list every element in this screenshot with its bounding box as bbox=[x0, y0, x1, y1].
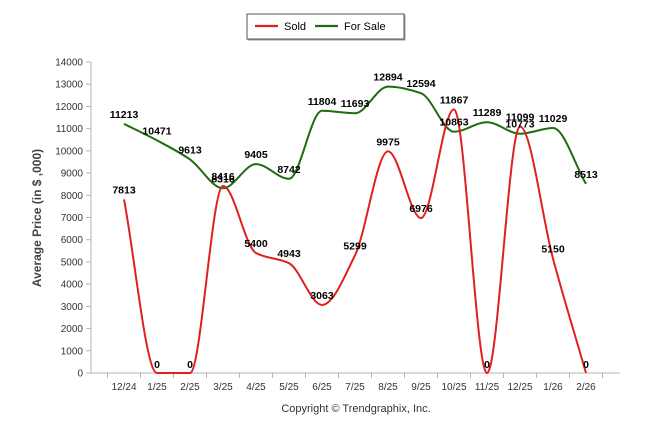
x-tick-label: 2/26 bbox=[576, 382, 596, 393]
y-tick-label: 10000 bbox=[55, 146, 83, 157]
data-label-for-sale: 9613 bbox=[178, 144, 202, 156]
x-tick-label: 2/25 bbox=[180, 382, 200, 393]
y-tick-label: 9000 bbox=[61, 169, 84, 180]
data-label-sold: 5400 bbox=[244, 238, 268, 250]
data-label-sold: 11099 bbox=[506, 111, 535, 123]
x-tick-label: 5/25 bbox=[279, 382, 299, 393]
data-label-sold: 0 bbox=[583, 359, 589, 371]
y-tick-label: 13000 bbox=[55, 80, 83, 91]
data-label-for-sale: 11693 bbox=[341, 98, 370, 110]
x-ticks: 12/24 1/25 2/25 3/25 4/25 5/25 6/25 7/25 8/25 9/2… bbox=[107, 373, 603, 393]
copyright-footer: Copyright © Trendgraphix, Inc. bbox=[281, 403, 430, 415]
data-label-for-sale: 8316 bbox=[211, 173, 235, 185]
data-label-sold: 11867 bbox=[440, 94, 469, 106]
data-label-for-sale: 10773 bbox=[505, 119, 534, 131]
x-tick-label: 4/25 bbox=[246, 382, 266, 393]
data-label-sold: 9975 bbox=[376, 136, 400, 148]
data-label-for-sale: 12894 bbox=[373, 72, 402, 84]
data-label-for-sale: 8513 bbox=[574, 169, 598, 181]
data-label-for-sale: 10863 bbox=[439, 117, 468, 129]
data-label-sold: 7813 bbox=[112, 184, 136, 196]
data-label-sold: 4943 bbox=[277, 248, 301, 260]
data-label-sold: 8416 bbox=[211, 171, 235, 183]
y-tick-label: 6000 bbox=[61, 235, 84, 246]
y-tick-label: 11000 bbox=[56, 124, 84, 135]
x-tick-label: 1/25 bbox=[147, 382, 167, 393]
x-tick-label: 7/25 bbox=[345, 382, 365, 393]
data-label-for-sale: 11029 bbox=[539, 113, 568, 125]
data-label-sold: 5299 bbox=[343, 240, 367, 252]
series-lines bbox=[123, 85, 587, 374]
legend-label-for-sale: For Sale bbox=[344, 21, 386, 33]
y-tick-label: 3000 bbox=[61, 302, 84, 313]
y-tick-label: 14000 bbox=[55, 58, 83, 69]
data-label-for-sale: 11213 bbox=[110, 109, 139, 121]
data-label-for-sale: 9405 bbox=[244, 149, 268, 161]
y-tick-label: 1000 bbox=[61, 346, 84, 357]
legend-label-sold: Sold bbox=[284, 21, 306, 33]
data-label-sold: 3063 bbox=[310, 290, 334, 302]
y-tick-label: 7000 bbox=[61, 213, 84, 224]
data-label-sold: 0 bbox=[154, 359, 160, 371]
y-ticks: 0 1000 2000 3000 4000 5000 6000 7000 8000 9000 100… bbox=[55, 58, 91, 380]
x-tick-label: 10/25 bbox=[441, 382, 466, 393]
data-label-sold: 0 bbox=[484, 359, 490, 371]
data-label-sold: 6976 bbox=[409, 203, 433, 215]
y-tick-label: 8000 bbox=[61, 191, 84, 202]
legend: Sold For Sale bbox=[246, 13, 406, 41]
x-tick-label: 8/25 bbox=[378, 382, 398, 393]
y-tick-label: 0 bbox=[77, 369, 83, 380]
data-label-for-sale: 12594 bbox=[406, 78, 435, 90]
x-tick-label: 6/25 bbox=[312, 382, 332, 393]
y-tick-label: 2000 bbox=[61, 324, 84, 335]
data-label-sold: 0 bbox=[187, 359, 193, 371]
line-sold bbox=[123, 108, 587, 374]
x-tick-label: 3/25 bbox=[213, 382, 233, 393]
x-tick-label: 12/24 bbox=[111, 382, 136, 393]
y-tick-label: 12000 bbox=[55, 102, 83, 113]
x-tick-label: 9/25 bbox=[411, 382, 431, 393]
data-label-for-sale: 8742 bbox=[277, 164, 301, 176]
y-axis-label: Average Price (in $ ,000) bbox=[30, 149, 44, 287]
data-label-sold: 5150 bbox=[541, 244, 565, 256]
data-label-for-sale: 10471 bbox=[142, 125, 171, 137]
x-tick-label: 12/25 bbox=[507, 382, 532, 393]
y-tick-label: 4000 bbox=[61, 280, 84, 291]
data-labels: 7813 0 0 8416 5400 4943 3063 5299 9975 6976 11867 0… bbox=[110, 72, 598, 371]
y-tick-label: 5000 bbox=[61, 257, 84, 268]
data-label-for-sale: 11804 bbox=[308, 96, 337, 108]
line-for-sale bbox=[123, 85, 587, 190]
x-tick-label: 11/25 bbox=[475, 382, 500, 393]
x-tick-label: 1/26 bbox=[543, 382, 563, 393]
data-label-for-sale: 11289 bbox=[473, 107, 502, 119]
